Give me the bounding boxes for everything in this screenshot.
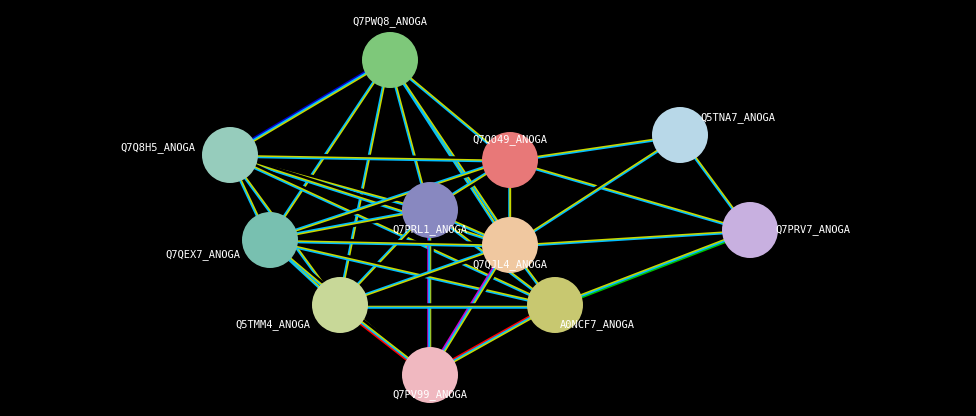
Text: Q7Q049_ANOGA: Q7Q049_ANOGA <box>472 134 548 146</box>
Circle shape <box>402 347 458 403</box>
Circle shape <box>362 32 418 88</box>
Text: Q7PRV7_ANOGA: Q7PRV7_ANOGA <box>775 225 850 235</box>
Circle shape <box>527 277 583 333</box>
Text: Q7QEX7_ANOGA: Q7QEX7_ANOGA <box>165 250 240 260</box>
Circle shape <box>242 212 298 268</box>
Text: Q5TMM4_ANOGA: Q5TMM4_ANOGA <box>235 319 310 330</box>
Circle shape <box>652 107 708 163</box>
Text: Q7QJL4_ANOGA: Q7QJL4_ANOGA <box>472 260 548 270</box>
Text: Q7Q8H5_ANOGA: Q7Q8H5_ANOGA <box>120 143 195 154</box>
Text: Q7PV99_ANOGA: Q7PV99_ANOGA <box>392 389 468 401</box>
Circle shape <box>722 202 778 258</box>
Circle shape <box>312 277 368 333</box>
Text: Q5TNA7_ANOGA: Q5TNA7_ANOGA <box>700 113 775 124</box>
Text: Q7PRL1_ANOGA: Q7PRL1_ANOGA <box>392 225 468 235</box>
Text: Q7PWQ8_ANOGA: Q7PWQ8_ANOGA <box>352 17 427 27</box>
Text: A0NCF7_ANOGA: A0NCF7_ANOGA <box>560 319 635 330</box>
Circle shape <box>202 127 258 183</box>
Circle shape <box>482 132 538 188</box>
Circle shape <box>482 217 538 273</box>
Circle shape <box>402 182 458 238</box>
